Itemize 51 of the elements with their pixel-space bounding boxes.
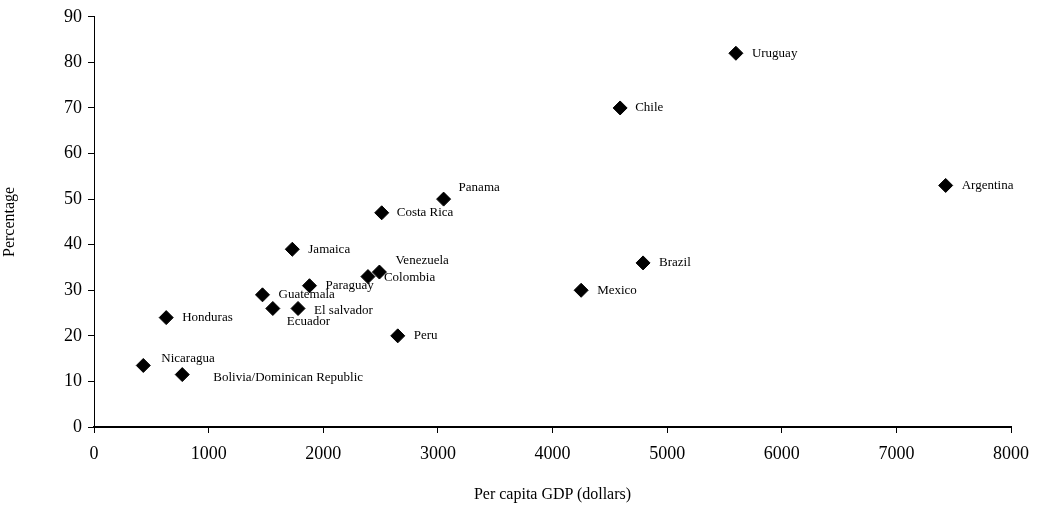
point (284, 241, 300, 257)
point (174, 367, 190, 383)
x-tick-label: 6000 (763, 442, 800, 463)
y-tick-label: 60 (64, 142, 82, 163)
y-tick-label: 90 (64, 5, 82, 26)
point (135, 357, 151, 373)
point (612, 100, 628, 116)
annotation: Argentina (961, 176, 1014, 192)
annotation: Venezuela (395, 252, 450, 268)
x-tick-label: 4000 (534, 442, 571, 463)
annotation: Chile (635, 99, 664, 115)
y-tick-label: 50 (64, 187, 82, 208)
x-tick-label: 1000 (190, 442, 227, 463)
annotation: Bolivia/Dominican Republic (213, 369, 364, 385)
y-axis-title: Percentage (0, 186, 18, 257)
y-tick-label: 80 (64, 51, 82, 72)
y-tick-label: 40 (64, 233, 82, 254)
annotation: Nicaragua (161, 349, 215, 365)
annotation: Colombia (383, 269, 436, 285)
y-tick-label: 70 (64, 96, 82, 117)
point (635, 255, 651, 271)
point (436, 191, 452, 207)
x-tick-label: 7000 (878, 442, 915, 463)
point (728, 45, 744, 61)
x-tick-label: 2000 (305, 442, 342, 463)
annotation: Uruguay (751, 44, 798, 60)
y-tick-label: 0 (73, 415, 82, 436)
annotation: Jamaica (308, 240, 351, 256)
annotation: Brazil (659, 254, 692, 270)
x-tick-label: 8000 (993, 442, 1029, 463)
point (158, 310, 174, 326)
annotation: El salvador (314, 301, 374, 317)
annotation: Peru (413, 327, 439, 343)
point (265, 301, 281, 316)
y-tick-label: 30 (64, 279, 82, 299)
point (938, 177, 954, 193)
x-tick-label: 0 (89, 442, 99, 463)
y-tick-label: 20 (64, 324, 82, 345)
point (374, 205, 390, 221)
annotation: Costa Rica (396, 204, 454, 220)
x-tick-label: 3000 (419, 442, 456, 463)
y-tick-label: 10 (64, 370, 82, 391)
point (573, 282, 589, 298)
annotation: Mexico (597, 281, 637, 297)
annotation: Honduras (182, 309, 233, 325)
point (290, 301, 306, 316)
annotation: Panama (458, 178, 500, 194)
x-tick-label: 5000 (649, 442, 686, 463)
point (255, 287, 270, 303)
x-axis-title: Per capita GDP (dollars) (473, 484, 632, 503)
point (390, 328, 406, 344)
